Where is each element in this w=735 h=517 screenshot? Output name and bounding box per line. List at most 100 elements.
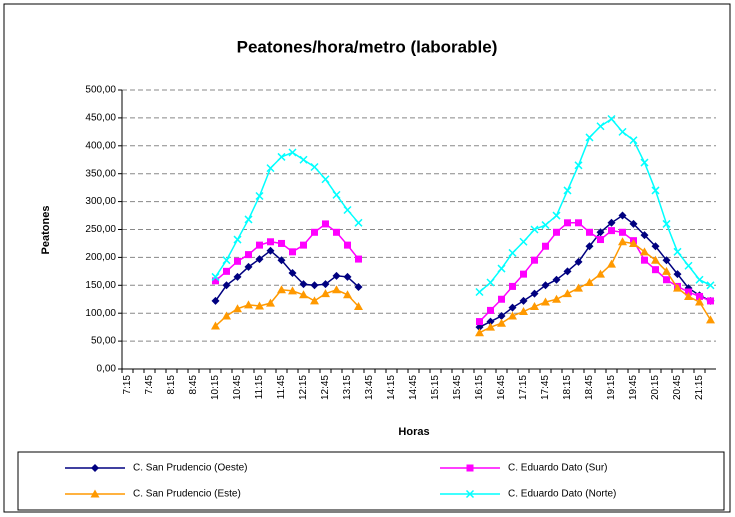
x-tick-label: 10:15: [210, 375, 221, 400]
marker: [607, 259, 616, 268]
marker: [288, 269, 297, 278]
marker: [255, 191, 264, 201]
marker: [278, 239, 285, 247]
x-tick-label: 14:15: [386, 375, 397, 400]
marker: [519, 296, 528, 305]
marker: [332, 285, 341, 294]
marker: [508, 303, 517, 312]
marker: [607, 218, 616, 227]
marker: [574, 283, 583, 292]
marker: [497, 311, 506, 320]
x-tick-label: 13:45: [364, 375, 375, 400]
marker: [663, 276, 670, 284]
marker: [531, 256, 538, 264]
x-tick-label: 18:15: [562, 375, 573, 400]
marker: [618, 127, 627, 136]
x-tick-label: 16:15: [474, 375, 485, 400]
x-tick-label: 20:15: [650, 375, 661, 400]
marker: [310, 296, 319, 305]
y-tick-label: 250,00: [85, 224, 116, 235]
legend-label: C. Eduardo Dato (Norte): [508, 489, 616, 500]
marker: [541, 281, 550, 290]
marker: [255, 301, 264, 310]
marker: [662, 219, 671, 228]
marker: [706, 281, 715, 290]
marker: [487, 306, 494, 314]
marker: [244, 215, 253, 224]
legend-item: C. Eduardo Dato (Norte): [440, 489, 616, 500]
marker: [541, 297, 550, 306]
y-axis-title: Peatones: [40, 206, 52, 255]
marker: [321, 289, 330, 298]
legend-item: C. San Prudencio (Este): [65, 489, 241, 500]
marker: [575, 219, 582, 227]
x-tick-label: 16:45: [496, 375, 507, 400]
marker: [332, 190, 341, 199]
marker: [244, 262, 253, 271]
marker: [277, 285, 286, 294]
marker: [564, 219, 571, 227]
marker: [651, 255, 660, 264]
x-tick-label: 14:45: [408, 375, 419, 400]
marker: [90, 489, 100, 498]
marker: [597, 236, 604, 244]
marker: [245, 251, 252, 259]
marker: [541, 221, 550, 230]
marker: [695, 275, 704, 284]
marker: [706, 315, 715, 324]
x-tick-label: 7:15: [122, 375, 133, 395]
x-tick-label: 19:15: [606, 375, 617, 400]
marker: [256, 241, 263, 249]
marker: [641, 256, 648, 264]
y-tick-label: 500,00: [85, 85, 116, 96]
marker: [629, 238, 638, 247]
x-tick-label: 8:45: [188, 375, 199, 395]
marker: [343, 205, 352, 215]
marker: [552, 211, 561, 220]
marker: [267, 238, 274, 246]
x-axis-title: Horas: [398, 426, 429, 438]
marker: [486, 278, 495, 287]
marker: [652, 266, 659, 274]
series-line: [479, 118, 711, 293]
marker: [310, 162, 319, 172]
marker: [321, 280, 330, 289]
marker: [497, 264, 506, 273]
marker: [266, 298, 275, 307]
marker: [673, 270, 682, 279]
marker: [233, 304, 242, 313]
x-tick-label: 20:45: [672, 375, 683, 400]
marker: [651, 242, 660, 251]
y-tick-label: 350,00: [85, 168, 116, 179]
marker: [234, 257, 241, 265]
x-tick-label: 17:15: [518, 375, 529, 400]
y-tick-label: 400,00: [85, 140, 116, 151]
marker: [618, 211, 627, 220]
legend-label: C. San Prudencio (Oeste): [133, 463, 248, 474]
marker: [651, 186, 660, 195]
marker: [321, 175, 330, 184]
marker: [311, 228, 318, 236]
y-tick-label: 100,00: [85, 308, 116, 319]
marker: [585, 133, 594, 142]
marker: [211, 321, 220, 330]
y-tick-label: 200,00: [85, 252, 116, 263]
marker: [585, 242, 594, 251]
marker: [476, 318, 483, 326]
marker: [520, 270, 527, 278]
marker: [310, 281, 319, 290]
marker: [684, 291, 693, 300]
x-tick-label: 15:45: [452, 375, 463, 400]
marker: [629, 136, 638, 145]
marker: [607, 114, 616, 124]
x-tick-label: 18:45: [584, 375, 595, 400]
marker: [574, 161, 583, 170]
marker: [354, 302, 363, 311]
marker: [497, 318, 506, 327]
marker: [288, 148, 297, 157]
marker: [277, 152, 286, 161]
marker: [498, 295, 505, 303]
marker: [344, 241, 351, 249]
marker: [233, 235, 242, 244]
